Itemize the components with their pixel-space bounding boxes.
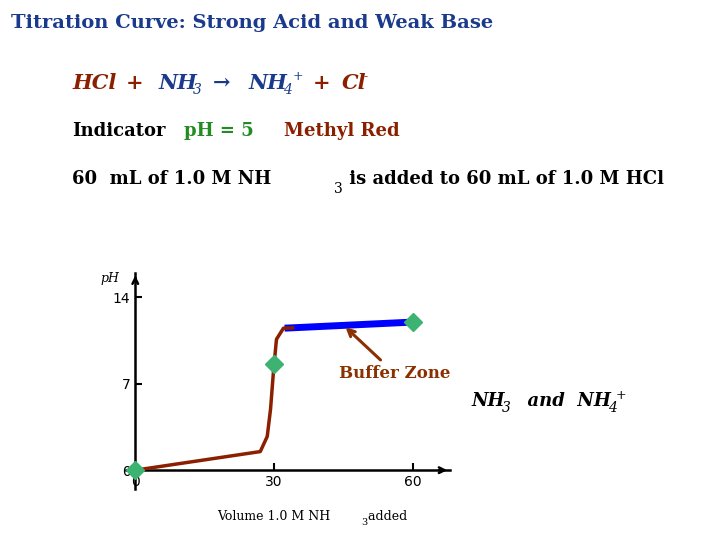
Text: Indicator: Indicator (72, 122, 166, 139)
Text: is added to 60 mL of 1.0 M HCl: is added to 60 mL of 1.0 M HCl (343, 170, 664, 188)
Text: Methyl Red: Methyl Red (284, 122, 400, 139)
Text: HCl: HCl (72, 73, 116, 93)
Text: pH: pH (100, 272, 120, 285)
Text: and  NH: and NH (515, 392, 611, 409)
Text: 4: 4 (608, 401, 617, 415)
Text: 3: 3 (502, 401, 510, 415)
Text: added: added (364, 510, 407, 523)
Text: NH: NH (472, 392, 505, 409)
Text: Volume 1.0 M NH: Volume 1.0 M NH (217, 510, 330, 523)
Text: Titration Curve: Strong Acid and Weak Base: Titration Curve: Strong Acid and Weak Ba… (11, 14, 493, 31)
Text: +: + (313, 73, 330, 93)
Text: Buffer Zone: Buffer Zone (339, 329, 450, 382)
Text: +: + (293, 70, 304, 83)
Text: 60  mL of 1.0 M NH: 60 mL of 1.0 M NH (72, 170, 271, 188)
Text: Cl: Cl (342, 73, 366, 93)
Text: +: + (616, 389, 626, 402)
Text: NH: NH (158, 73, 197, 93)
Text: →: → (212, 73, 230, 93)
Text: pH = 5: pH = 5 (184, 122, 253, 139)
Text: -: - (364, 70, 368, 83)
Text: 4: 4 (283, 83, 292, 97)
Text: 3: 3 (193, 83, 202, 97)
Text: NH: NH (248, 73, 287, 93)
Text: 3: 3 (334, 182, 343, 196)
Text: +: + (126, 73, 143, 93)
Text: 3: 3 (361, 518, 367, 528)
